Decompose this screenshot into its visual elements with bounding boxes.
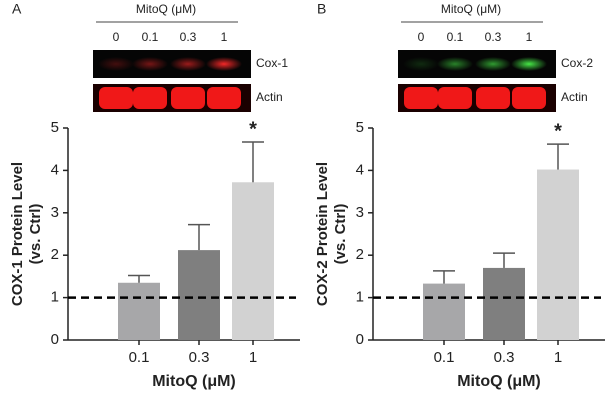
y-tick-label: 1 [51,289,59,306]
blot-band [476,87,510,109]
blot-band [133,87,167,109]
y-tick-label: 3 [51,204,59,221]
blot-band [438,87,472,109]
y-tick-label: 0 [356,331,364,348]
blot-row-label: Cox-1 [256,56,288,70]
x-tick-label: 1 [554,349,562,366]
y-axis-label: COX-2 Protein Level [314,162,331,306]
lane-label: 0.3 [485,30,502,44]
bar [118,282,160,340]
annotation: * [554,120,562,142]
bar [423,283,465,340]
blot-row-label: Actin [561,90,588,104]
y-tick-label: 5 [356,119,364,136]
x-tick-label: 1 [249,349,257,366]
x-axis-label: MitoQ (μM) [152,373,236,390]
y-axis-label: COX-1 Protein Level [9,162,26,306]
panel-label: A [12,1,22,17]
y-axis-label: (vs. Ctrl) [332,204,349,265]
y-tick-label: 2 [356,246,364,263]
lane-label: 1 [526,30,533,44]
blot-band [403,57,439,71]
y-tick-label: 0 [51,331,59,348]
blot-title: MitoQ (μM) [441,2,501,16]
y-tick-label: 4 [51,161,59,178]
lane-label: 0.1 [142,30,159,44]
lane-label: 0 [418,30,425,44]
blot-title: MitoQ (μM) [136,2,196,16]
lane-label: 0.3 [180,30,197,44]
y-axis-label: (vs. Ctrl) [27,204,44,265]
y-tick-label: 5 [51,119,59,136]
panel-label: B [317,1,326,17]
x-tick-label: 0.3 [189,349,210,366]
blot-band [206,57,242,71]
y-tick-label: 4 [356,161,364,178]
bar [232,182,274,340]
bar [537,169,579,340]
blot-band [475,57,511,71]
blot-band [512,87,546,109]
bar [178,250,220,340]
blot-band [207,87,241,109]
x-tick-label: 0.3 [494,349,515,366]
blot-band [98,57,134,71]
x-axis-label: MitoQ (μM) [457,373,541,390]
blot-band [404,87,438,109]
bar [483,267,525,340]
blot-band [99,87,133,109]
blot-row-label: Actin [256,90,283,104]
blot-row-label: Cox-2 [561,56,593,70]
y-tick-label: 1 [356,289,364,306]
lane-label: 1 [221,30,228,44]
blot-band [511,57,547,71]
blot-band [437,57,473,71]
blot-band [170,57,206,71]
annotation: * [249,118,257,140]
lane-label: 0.1 [447,30,464,44]
blot-band [132,57,168,71]
x-tick-label: 0.1 [434,349,455,366]
x-tick-label: 0.1 [129,349,150,366]
lane-label: 0 [113,30,120,44]
y-tick-label: 3 [356,204,364,221]
blot-band [171,87,205,109]
y-tick-label: 2 [51,246,59,263]
